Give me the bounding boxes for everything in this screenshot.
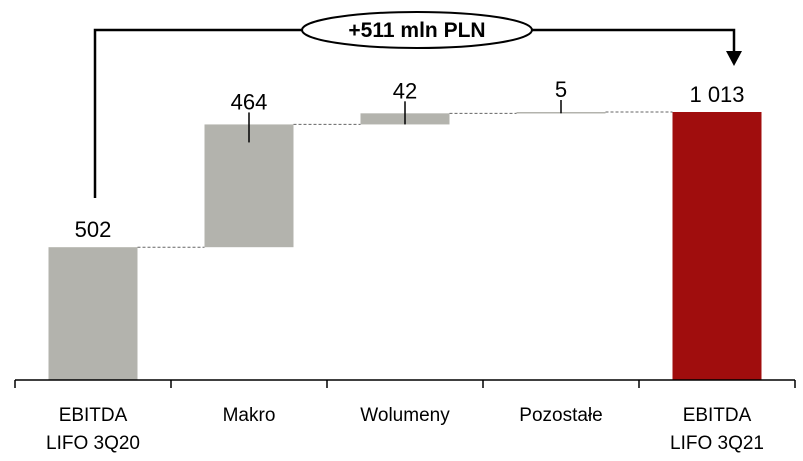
category-label-1-0: Makro — [223, 405, 276, 426]
value-label-2: 42 — [393, 78, 417, 103]
annotation-label: +511 mln PLN — [348, 19, 485, 42]
value-label-3: 5 — [555, 77, 567, 102]
category-label-4-1: LIFO 3Q21 — [670, 433, 764, 454]
bar-1 — [204, 124, 294, 248]
total-change-annotation: +511 mln PLN — [93, 11, 742, 198]
bar-0 — [48, 247, 138, 380]
annotation-bracket-line — [93, 28, 736, 198]
annotation-arrowhead — [726, 51, 742, 66]
value-label-4: 1 013 — [689, 82, 744, 107]
category-label-0-1: LIFO 3Q20 — [46, 433, 140, 454]
category-label-0-0: EBITDA — [59, 405, 128, 426]
category-label-3-0: Pozostałe — [519, 405, 602, 426]
category-label-2-0: Wolumeny — [360, 405, 450, 426]
labels-layer: 502 464 42 5 1 013 — [75, 77, 745, 242]
x-axis: EBITDA LIFO 3Q20 Makro Wolumeny Pozostałe EBI… — [14, 379, 796, 454]
bars-layer — [48, 111, 762, 380]
value-label-0: 502 — [75, 217, 112, 242]
category-label-4-0: EBITDA — [683, 405, 752, 426]
bar-4 — [672, 112, 762, 380]
value-label-1: 464 — [231, 89, 268, 114]
annotation-badge — [301, 11, 533, 49]
